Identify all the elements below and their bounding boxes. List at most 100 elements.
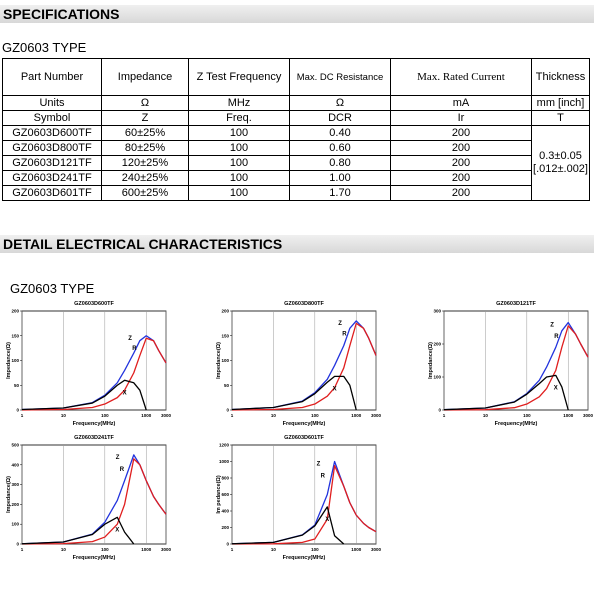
- cell: 60±25%: [101, 125, 189, 141]
- chart: GZ0603D600TF 1 10 100 1000 3000 0 50 100 150 200 Fr…: [6, 301, 172, 427]
- x-tick-label: 10: [483, 413, 489, 418]
- chart-title: GZ0603D601TF: [284, 435, 324, 441]
- y-tick-label: 50: [224, 383, 230, 388]
- cell: 100: [188, 140, 290, 156]
- cell: 200: [390, 155, 532, 171]
- series-label: X: [325, 517, 329, 523]
- cell: 240±25%: [101, 170, 189, 186]
- x-tick-label: 100: [523, 413, 531, 418]
- cell: 600±25%: [101, 185, 189, 201]
- y-tick-label: 300: [11, 482, 19, 487]
- chart-title: GZ0603D121TF: [496, 301, 536, 307]
- y-tick-label: 100: [11, 522, 19, 527]
- y-tick-label: 200: [221, 525, 229, 530]
- series-line: [21, 458, 167, 545]
- cell: 0.80: [289, 155, 391, 171]
- cell: 0.40: [289, 125, 391, 141]
- y-tick-label: 400: [11, 462, 19, 467]
- x-axis-label: Frequency(MHz): [495, 421, 538, 427]
- x-tick-label: 1: [231, 547, 234, 552]
- y-tick-label: 100: [11, 358, 19, 363]
- y-axis-label: Impedance(Ω): [6, 476, 12, 513]
- x-tick-label: 100: [311, 547, 319, 552]
- cell: mm [inch]: [531, 95, 590, 111]
- y-tick-label: 200: [221, 309, 229, 314]
- y-tick-label: 400: [221, 509, 229, 514]
- y-tick-label: 300: [433, 309, 441, 314]
- x-axis-label: Frequency(MHz): [283, 421, 326, 427]
- y-tick-label: 0: [438, 408, 441, 413]
- x-axis-label: Frequency(MHz): [73, 555, 116, 561]
- cell: 200: [390, 140, 532, 156]
- cell: GZ0603D601TF: [2, 185, 102, 201]
- chart: GZ0603D601TF 1 10 100 1000 3000 0 200 400 600 800 1…: [216, 435, 382, 561]
- y-axis-label: Impedance(Ω): [216, 342, 222, 379]
- y-tick-label: 200: [433, 342, 441, 347]
- x-tick-label: 3000: [371, 547, 382, 552]
- chart: GZ0603D800TF 1 10 100 1000 3000 0 50 100 150 200 Fr…: [216, 301, 382, 427]
- chart-title: GZ0603D800TF: [284, 301, 324, 307]
- y-tick-label: 0: [226, 408, 229, 413]
- x-tick-label: 1: [21, 413, 24, 418]
- series-label: X: [115, 527, 119, 533]
- y-axis-label: Impedance(Ω): [428, 342, 434, 379]
- y-tick-label: 50: [14, 383, 20, 388]
- y-tick-label: 0: [16, 408, 19, 413]
- y-tick-label: 200: [11, 502, 19, 507]
- chart: GZ0603D241TF 1 10 100 1000 3000 0 100 200 300 400 5…: [6, 435, 172, 561]
- series-label: R: [132, 346, 137, 352]
- cell: 100: [188, 155, 290, 171]
- series-label: Z: [550, 323, 554, 329]
- cell: 100: [188, 185, 290, 201]
- section-title: DETAIL ELECTRICAL CHARACTERISTICS: [0, 235, 594, 253]
- series-label: Z: [116, 455, 120, 461]
- th: Z Test Frequency: [188, 58, 290, 96]
- thickness-cell: 0.3±0.05 [.012±.002]: [531, 125, 590, 201]
- series-label: R: [321, 474, 326, 480]
- cell: 100: [188, 170, 290, 186]
- series-line: [231, 322, 377, 411]
- x-tick-label: 3000: [583, 413, 594, 418]
- cell: Units: [2, 95, 102, 111]
- cell: GZ0603D800TF: [2, 140, 102, 156]
- th: Part Number: [2, 58, 102, 96]
- cell: 100: [188, 125, 290, 141]
- cell: 120±25%: [101, 155, 189, 171]
- x-tick-label: 1000: [141, 413, 152, 418]
- section-title: SPECIFICATIONS: [0, 5, 594, 23]
- cell: GZ0603D600TF: [2, 125, 102, 141]
- x-tick-label: 1000: [563, 413, 574, 418]
- x-tick-label: 1: [231, 413, 234, 418]
- x-tick-label: 3000: [161, 413, 172, 418]
- x-tick-label: 100: [101, 413, 109, 418]
- y-tick-label: 0: [16, 542, 19, 547]
- y-tick-label: 150: [11, 333, 19, 338]
- x-tick-label: 100: [101, 547, 109, 552]
- cell-line: 0.3±0.05: [539, 150, 582, 162]
- series-line: [231, 464, 377, 545]
- x-tick-label: 10: [61, 547, 67, 552]
- x-tick-label: 3000: [161, 547, 172, 552]
- cell: 200: [390, 170, 532, 186]
- y-tick-label: 150: [221, 333, 229, 338]
- y-tick-label: 1000: [219, 459, 230, 464]
- x-tick-label: 10: [61, 413, 67, 418]
- x-tick-label: 10: [271, 547, 277, 552]
- chart-title: GZ0603D241TF: [74, 435, 114, 441]
- plot-area: [21, 444, 167, 545]
- series-line: [443, 374, 569, 411]
- cell: 200: [390, 185, 532, 201]
- cell: GZ0603D241TF: [2, 170, 102, 186]
- spec-table: Part Number Impedance Z Test Frequency M…: [2, 58, 590, 201]
- th: Max. DC Resistance: [289, 58, 391, 96]
- x-tick-label: 1000: [141, 547, 152, 552]
- cell: Ω: [289, 95, 391, 111]
- plot-area: [21, 310, 167, 411]
- cell: 80±25%: [101, 140, 189, 156]
- series-line: [443, 325, 589, 411]
- chart-title: GZ0603D600TF: [74, 301, 114, 307]
- x-tick-label: 10: [271, 413, 277, 418]
- plot-area: [231, 310, 377, 411]
- x-tick-label: 100: [311, 413, 319, 418]
